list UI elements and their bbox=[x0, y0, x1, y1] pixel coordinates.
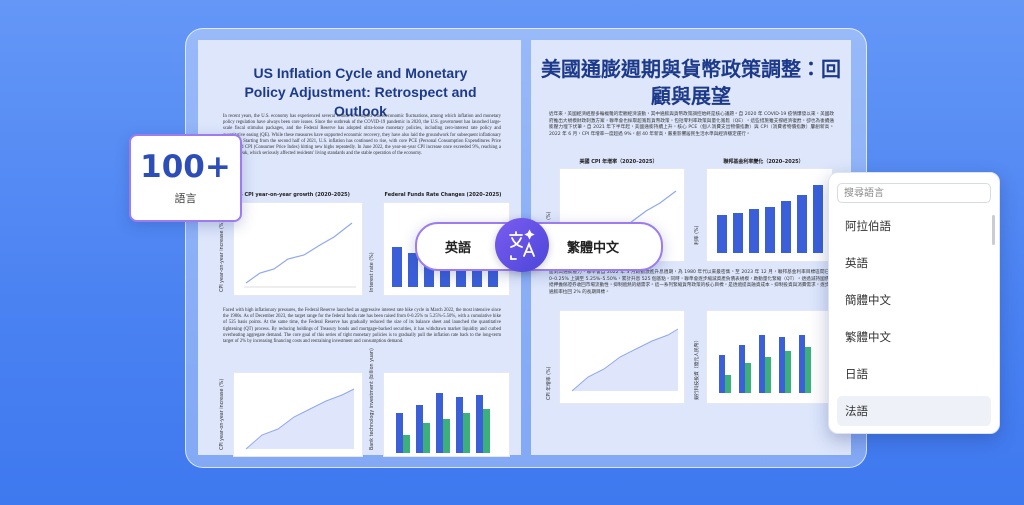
chart-y-label: Interest rate (%) bbox=[370, 252, 375, 292]
mini-area-chart bbox=[559, 310, 685, 404]
chart-y-label: CPI year-on-year increase (%) bbox=[220, 220, 225, 292]
mini-grouped-bar-chart bbox=[383, 372, 510, 457]
doc-title: US Inflation Cycle and Monetary Policy A… bbox=[244, 65, 477, 119]
translate-icon bbox=[509, 229, 535, 260]
chart-y-label: CPI year-on-year increase (%) bbox=[220, 378, 225, 450]
chart-y-label: 銀行科技投資（億元人民幣） bbox=[695, 337, 700, 400]
language-option[interactable]: 法語 bbox=[837, 396, 991, 426]
language-option[interactable]: 日語 bbox=[845, 367, 868, 381]
search-input[interactable]: 搜尋語言 bbox=[837, 183, 991, 203]
mini-grouped-bar-chart bbox=[706, 310, 833, 404]
scrollbar[interactable] bbox=[992, 215, 995, 245]
doc-title: 美國通膨週期與貨幣政策調整：回顧與展望 bbox=[541, 57, 841, 108]
chart-y-label: CPI 年增率 (%) bbox=[547, 366, 552, 400]
language-option[interactable]: 阿拉伯語 bbox=[845, 219, 891, 233]
language-option[interactable]: 英語 bbox=[845, 256, 868, 270]
language-count-badge: 100+ 語言 bbox=[129, 134, 242, 222]
mini-area-chart bbox=[233, 372, 363, 457]
chart-title: 聯邦基金利率變化（2020–2025） bbox=[723, 159, 804, 165]
paragraph: In recent years, the U.S. economy has ex… bbox=[223, 114, 501, 157]
badge-label: 語言 bbox=[174, 192, 197, 205]
source-language[interactable]: 英語 bbox=[445, 241, 472, 256]
badge-count: 100+ bbox=[140, 149, 231, 185]
language-menu: 搜尋語言 阿拉伯語 英語 簡體中文 繁體中文 日語 法語 bbox=[828, 172, 1000, 434]
paragraph: 近年來，美國經濟經歷多輪複雜的宏觀經濟波動，其中通膨與貨幣政策調控始終是核心議題… bbox=[549, 112, 834, 137]
mini-bar-chart bbox=[706, 168, 833, 262]
language-option[interactable]: 繁體中文 bbox=[845, 330, 891, 344]
chart-title: 美國 CPI 年增率（2020–2025） bbox=[579, 159, 658, 165]
language-option[interactable]: 簡體中文 bbox=[845, 293, 891, 307]
source-page: US Inflation Cycle and Monetary Policy A… bbox=[198, 40, 521, 457]
chart-title: US CPI year-on-year growth (2020–2025) bbox=[235, 192, 350, 198]
paragraph: 面對高通膨壓力，聯準會自 2022 年 3 月啟動激進升息週期，為 1980 年… bbox=[549, 270, 834, 295]
chart-y-label: 利率 (%) bbox=[695, 225, 700, 245]
chart-title: Federal Funds Rate Changes (2020–2025) bbox=[384, 192, 502, 198]
mini-line-chart bbox=[233, 202, 363, 296]
paragraph: Faced with high inflationary pressures, … bbox=[223, 308, 501, 345]
chart-y-label: Bank technology investment (billion yuan… bbox=[370, 348, 375, 450]
translate-button[interactable] bbox=[495, 218, 549, 272]
target-language[interactable]: 繁體中文 bbox=[567, 241, 620, 256]
